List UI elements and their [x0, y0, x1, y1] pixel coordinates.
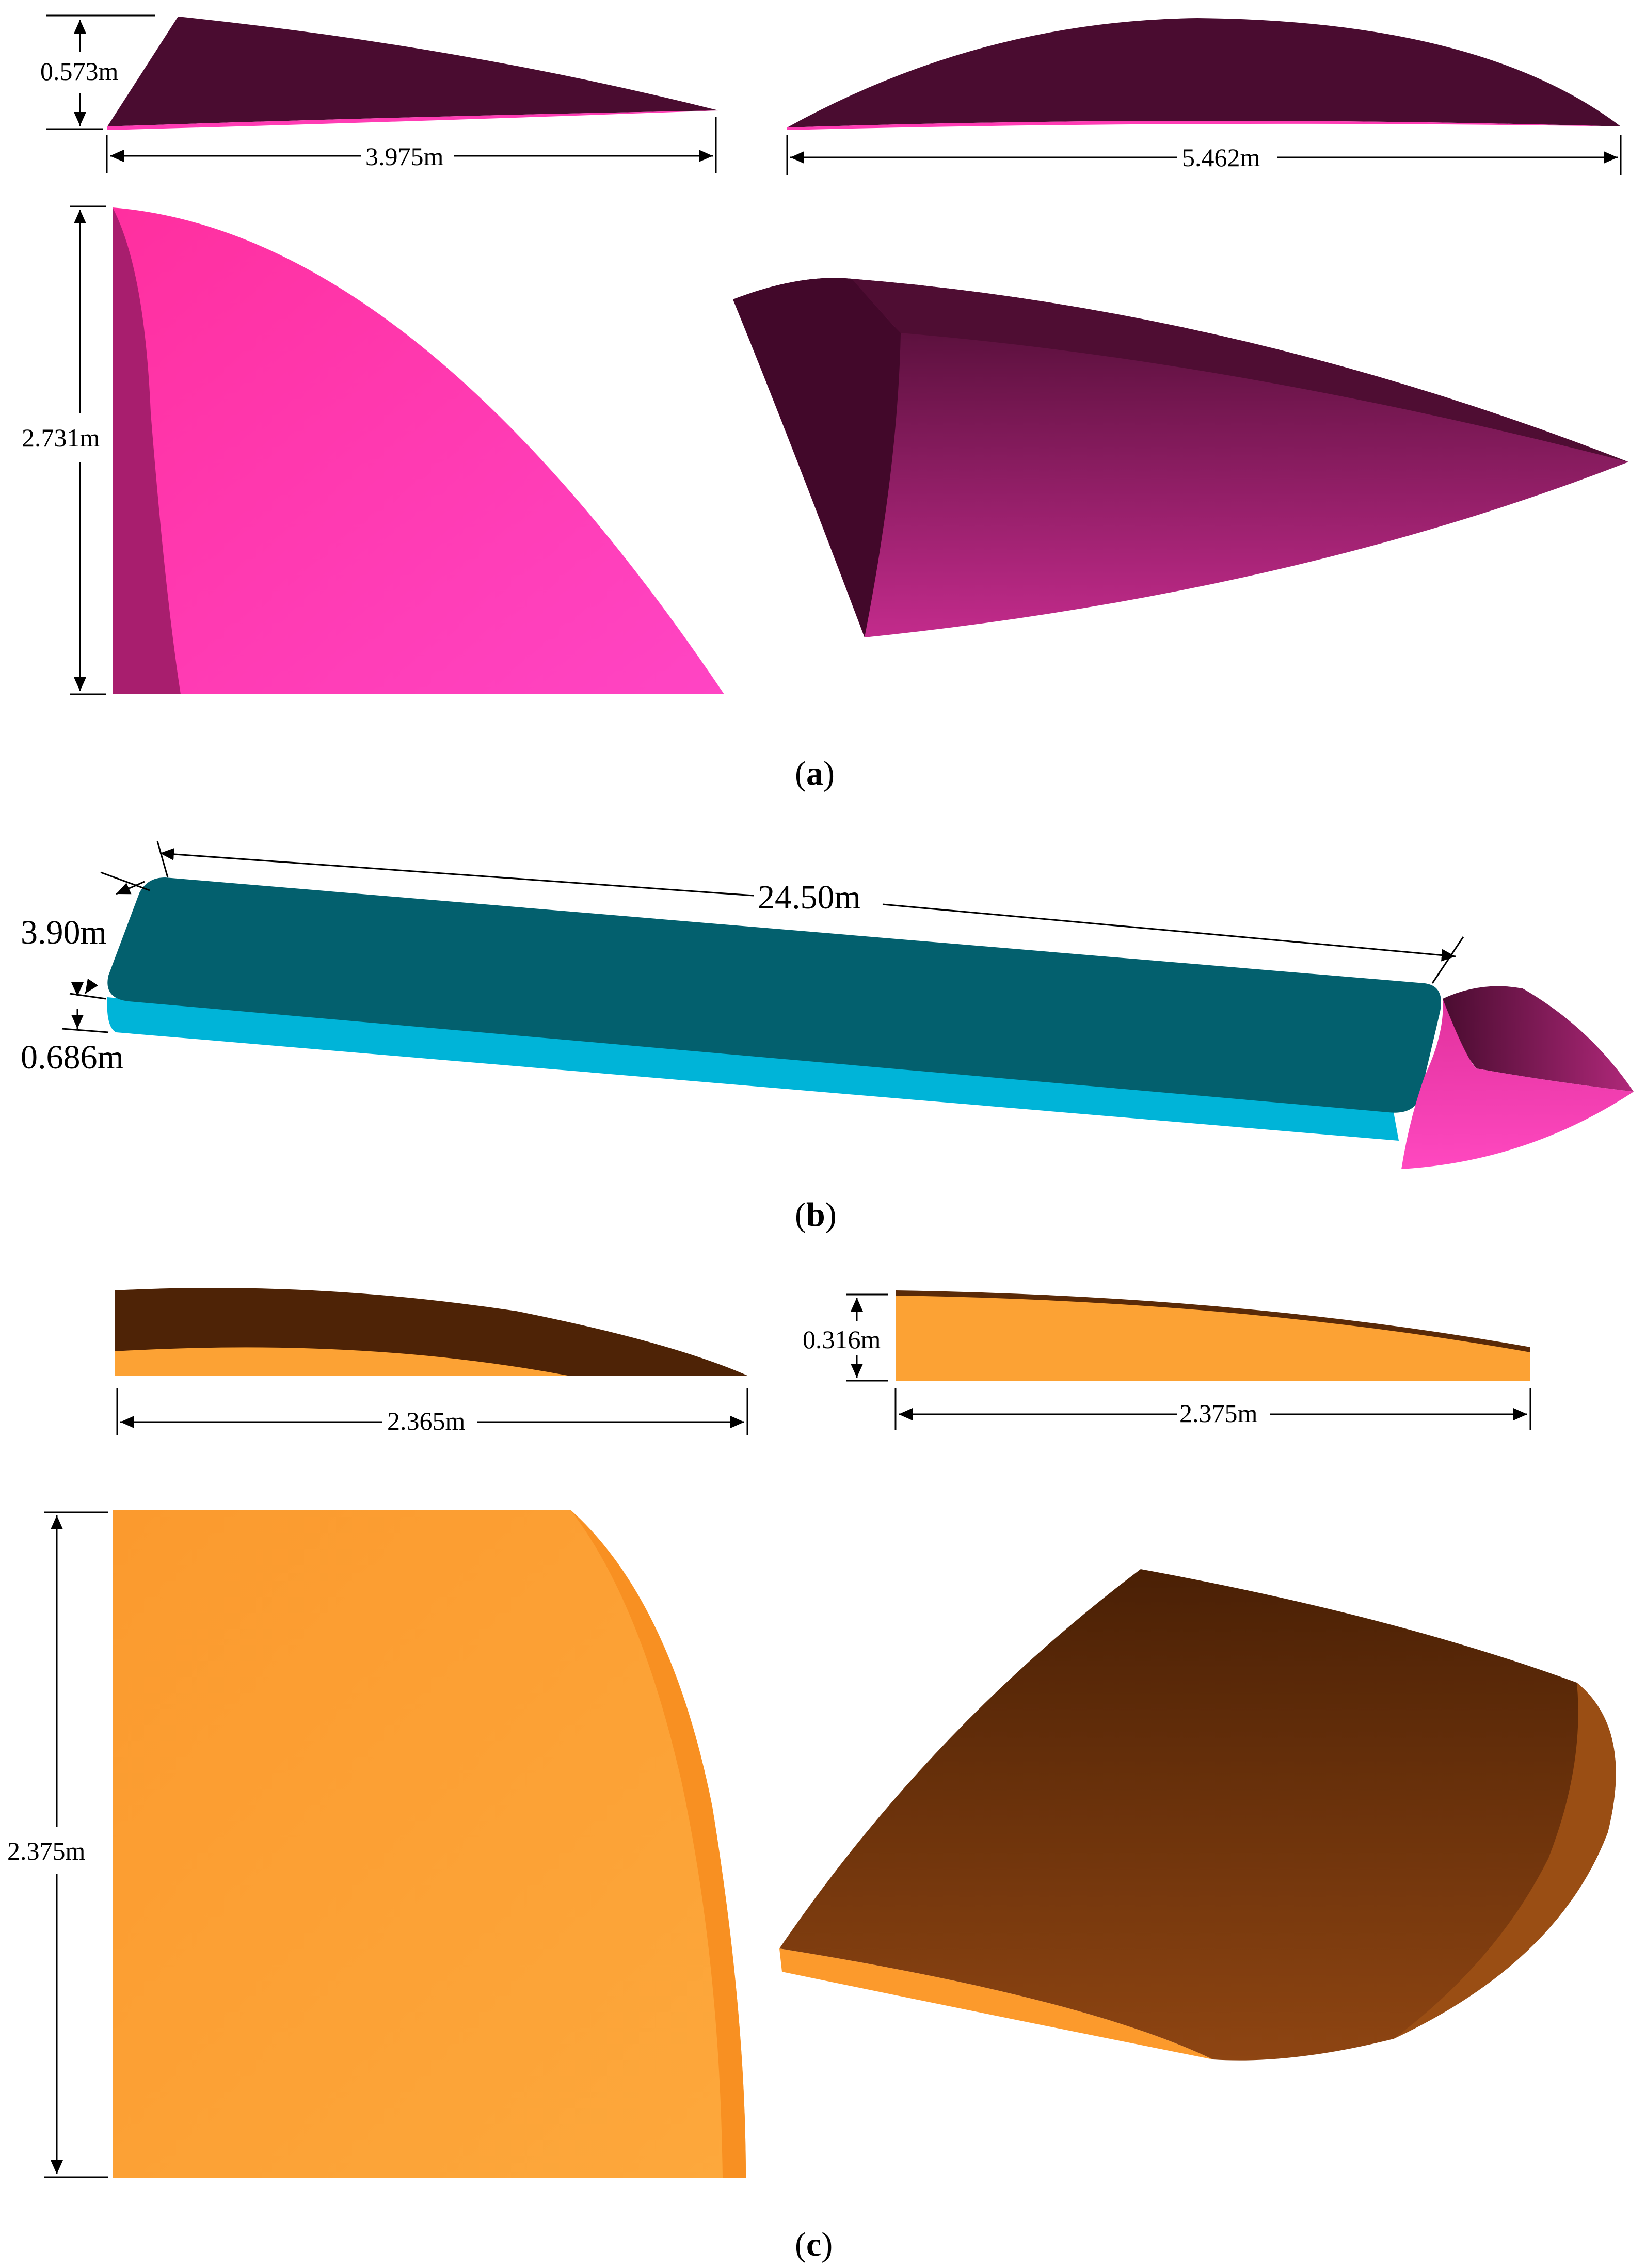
panel-c-front-view: [896, 1290, 1530, 1381]
label-height-side-a: 0.573m: [40, 57, 119, 86]
dimension-span-plan-c: 2.375m: [7, 1511, 108, 2178]
label-length-b: 24.50m: [758, 879, 861, 916]
panel-c: 2.365m 0.316m 2.375m: [7, 1288, 1616, 2263]
dimension-thickness-b: 0.686m: [21, 982, 124, 1076]
bow-side-keel-edge: [107, 110, 718, 130]
panel-a-perspective-view: [733, 278, 1628, 637]
bow-perspective-deck-edge: [852, 279, 1628, 462]
panel-c-perspective-view: [779, 1569, 1616, 2061]
dimension-length-side-c: 2.365m: [116, 1388, 748, 1435]
bow-attached-bottom: [1401, 999, 1634, 1169]
dimension-length-side-a: 3.975m: [106, 117, 717, 173]
stern-front-top-edge: [896, 1290, 1530, 1352]
barge-top-face: [107, 877, 1442, 1113]
stern-plan-flare: [570, 1510, 746, 2178]
panel-a: 0.573m 3.975m 5.462m: [22, 14, 1628, 792]
label-height-front-c: 0.316m: [803, 1325, 881, 1354]
stern-perspective-top: [779, 1569, 1616, 2061]
stern-plan-shape: [113, 1510, 746, 2178]
bow-attached: [1401, 986, 1634, 1169]
label-span-plan-a: 2.731m: [22, 423, 100, 452]
dimension-width-b: 3.90m: [21, 871, 150, 1000]
label-length-side-c: 2.365m: [387, 1407, 466, 1435]
bow-side-profile: [107, 17, 718, 126]
label-width-b: 3.90m: [21, 914, 107, 951]
panel-c-side-view: [115, 1288, 747, 1376]
dimension-span-front-a: 5.462m: [786, 135, 1622, 175]
dimension-length-b: 24.50m: [156, 841, 1464, 984]
panel-a-front-view: [787, 18, 1621, 130]
bow-front-keel-edge: [787, 120, 1621, 130]
bow-perspective-body: [733, 278, 1628, 637]
barge-deck: [107, 877, 1442, 1141]
panel-a-plan-view: [113, 207, 724, 694]
dimension-height-side-a: 0.573m: [40, 14, 155, 130]
dimension-height-front-c: 0.316m: [803, 1293, 888, 1382]
panel-a-side-view: [107, 17, 718, 130]
bow-plan-shape: [113, 207, 724, 694]
bow-perspective-transom: [733, 278, 901, 637]
dimension-span-plan-a: 2.731m: [22, 205, 106, 695]
stern-perspective-underside: [779, 1948, 1213, 2059]
label-length-front-c: 2.375m: [1179, 1399, 1258, 1428]
label-thickness-b: 0.686m: [21, 1039, 124, 1076]
caption-b: (b): [795, 1196, 837, 1234]
bow-plan-flare: [113, 207, 181, 694]
caption-c: (c): [795, 2226, 833, 2263]
barge-side-face: [107, 997, 1399, 1141]
label-length-side-a: 3.975m: [365, 142, 444, 171]
caption-a: (a): [795, 755, 835, 792]
label-span-plan-c: 2.375m: [7, 1836, 86, 1865]
dimension-length-front-c: 2.375m: [894, 1388, 1531, 1430]
panel-b: 24.50m 3.90m 0.686m (b): [21, 841, 1634, 1234]
bow-front-profile: [787, 18, 1621, 127]
label-span-front-a: 5.462m: [1182, 143, 1260, 172]
stern-front-profile: [896, 1293, 1530, 1381]
stern-perspective-side-edge: [1394, 1683, 1616, 2039]
panel-c-plan-view: [113, 1510, 746, 2178]
stern-side-underside: [115, 1347, 568, 1376]
bow-attached-top: [1443, 986, 1634, 1092]
